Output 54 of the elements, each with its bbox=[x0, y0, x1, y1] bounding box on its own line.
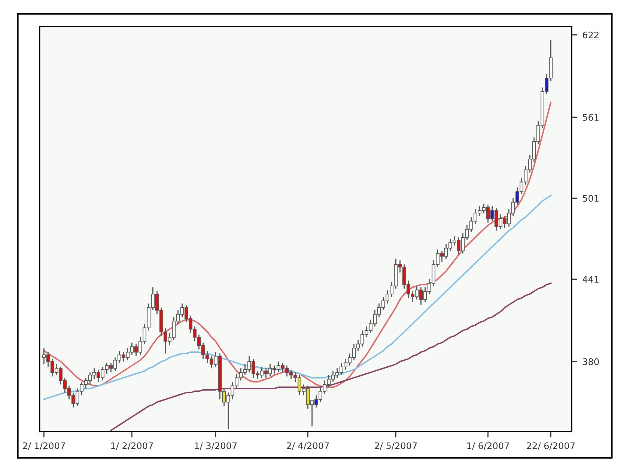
x-tick-label: 1/ 3/2007 bbox=[195, 442, 237, 450]
candlestick bbox=[373, 310, 377, 328]
candlestick bbox=[101, 366, 105, 382]
candlestick bbox=[440, 250, 444, 262]
candlestick bbox=[248, 356, 252, 374]
candlestick bbox=[76, 388, 80, 407]
candlestick bbox=[268, 364, 272, 378]
candlestick bbox=[298, 374, 302, 396]
candlestick bbox=[243, 364, 248, 376]
y-tick-label: 622 bbox=[583, 32, 599, 39]
candlestick bbox=[88, 372, 92, 386]
candlestick bbox=[419, 286, 424, 306]
candlestick bbox=[134, 344, 138, 357]
candlestick bbox=[318, 386, 322, 403]
x-tick-label: 1/ 2/2007 bbox=[111, 442, 154, 450]
candlestick bbox=[230, 381, 235, 400]
x-tick-label: 2/ 1/2007 bbox=[23, 442, 66, 450]
candlestick bbox=[114, 357, 118, 372]
candlestick bbox=[498, 214, 503, 230]
candlestick bbox=[306, 386, 310, 410]
candlestick bbox=[260, 366, 264, 379]
y-tick-label: 561 bbox=[583, 114, 599, 122]
candlestick bbox=[424, 286, 428, 303]
y-tick-label: 441 bbox=[582, 276, 599, 283]
candlestick bbox=[344, 358, 348, 370]
candlestick bbox=[415, 286, 419, 300]
candlestick bbox=[50, 358, 54, 378]
x-tick-label: 2/ 4/2007 bbox=[287, 442, 330, 450]
candlestick bbox=[503, 215, 507, 229]
x-tick-label: 2/ 5/2007 bbox=[375, 442, 417, 450]
line-series bbox=[110, 282, 552, 432]
candlestick bbox=[281, 362, 285, 374]
candlestick bbox=[109, 362, 114, 374]
y-tick-label: 380 bbox=[583, 358, 600, 366]
candlestick bbox=[444, 244, 448, 260]
candlestick bbox=[130, 342, 134, 356]
candlestick bbox=[122, 352, 126, 362]
candlestick bbox=[331, 370, 336, 383]
candlestick bbox=[494, 207, 498, 232]
candlestick bbox=[352, 344, 356, 362]
candlestick bbox=[252, 358, 256, 379]
x-tick-label: 1/ 6/2007 bbox=[468, 442, 510, 450]
candlestick bbox=[276, 361, 281, 374]
candlestick bbox=[340, 362, 344, 376]
candlestick bbox=[96, 369, 100, 383]
candlestick bbox=[386, 290, 390, 304]
candlestick bbox=[285, 365, 289, 378]
candlestick bbox=[457, 237, 461, 256]
y-tick-label: 501 bbox=[583, 195, 599, 202]
candlestick bbox=[210, 356, 214, 370]
candlestick bbox=[264, 368, 268, 379]
candlestick bbox=[360, 330, 364, 348]
candlestick bbox=[486, 204, 490, 224]
x-tick-label: 22/ 6/2007 bbox=[527, 442, 575, 450]
